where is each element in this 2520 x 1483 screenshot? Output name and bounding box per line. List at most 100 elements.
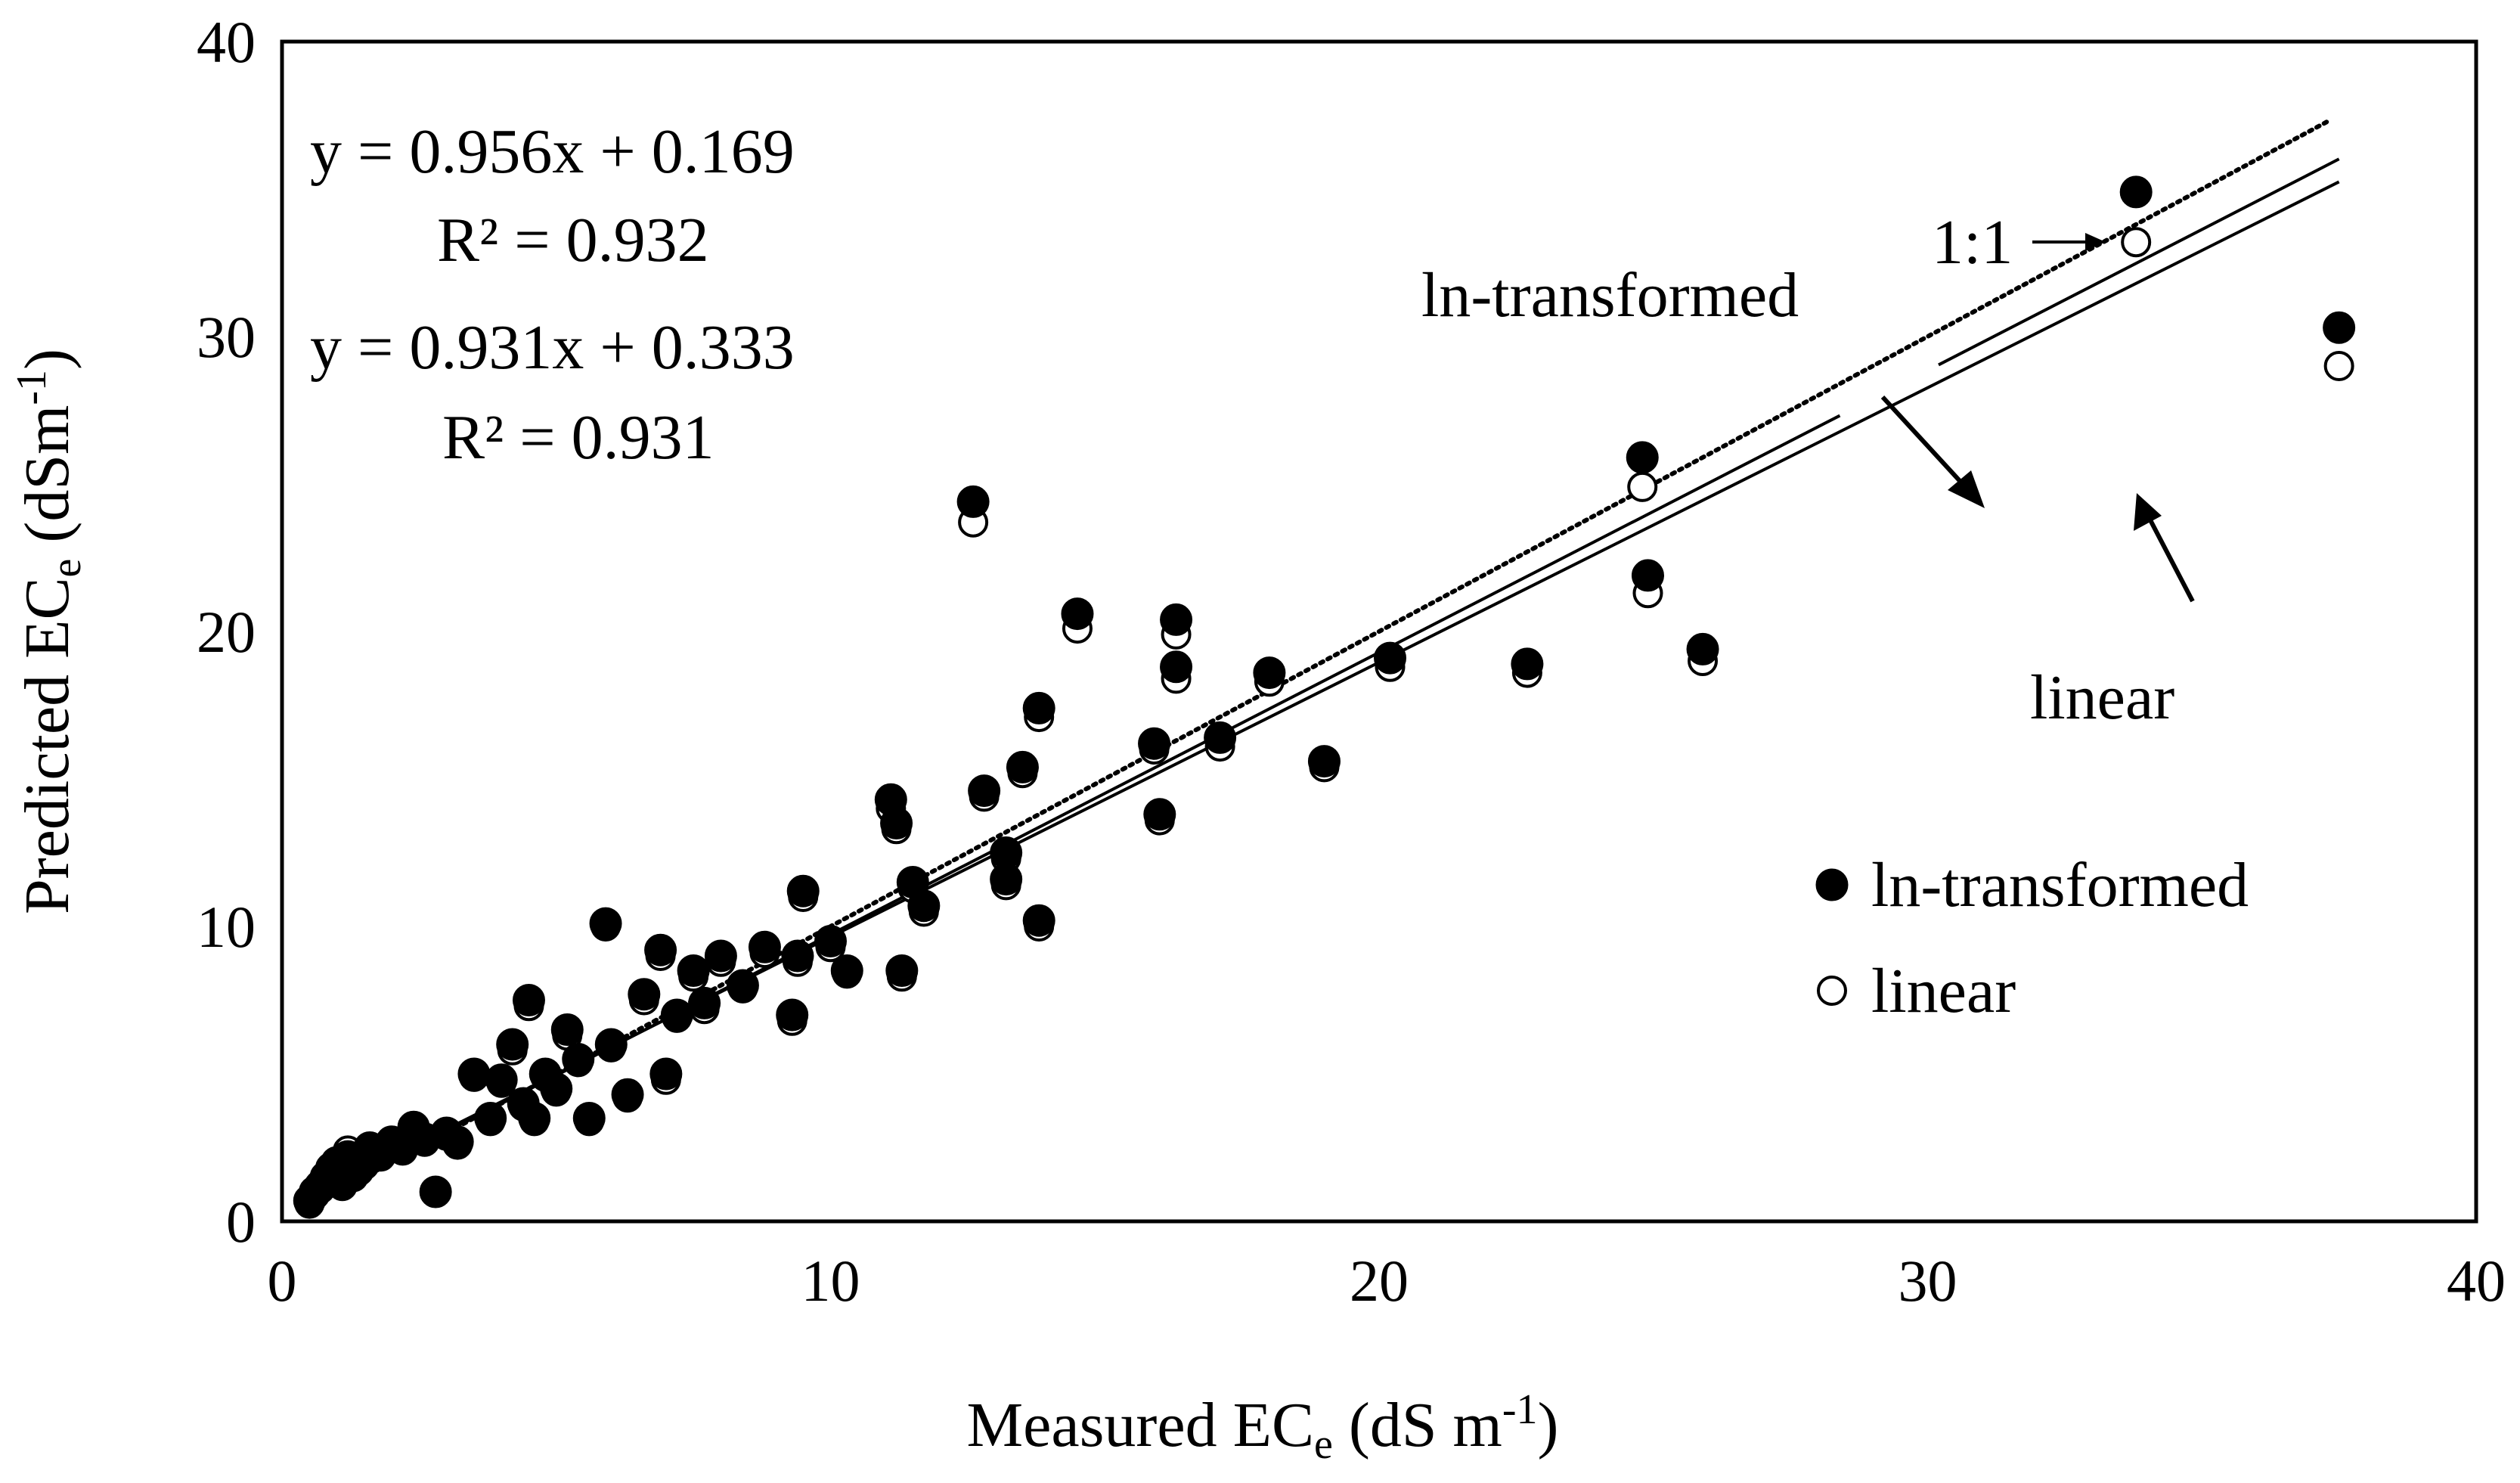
point-ln-transformed (880, 807, 913, 839)
x-axis-title-main: Measured EC (966, 1390, 1314, 1460)
point-ln-transformed (688, 986, 721, 1019)
point-ln-transformed (1511, 647, 1544, 681)
point-ln-transformed (1253, 656, 1286, 690)
point-ln-transformed (550, 1013, 584, 1046)
point-ln-transformed (589, 907, 622, 940)
point-ln-transformed (611, 1078, 644, 1111)
data-points (293, 175, 2356, 1219)
y-tick-label: 10 (197, 894, 256, 960)
x-tick-label: 40 (2447, 1248, 2506, 1314)
point-linear (2323, 351, 2354, 381)
point-ln-transformed (776, 998, 809, 1032)
equation-linear: y = 0.931x + 0.333 (310, 312, 795, 383)
point-ln-transformed (1022, 904, 1055, 937)
point-ln-transformed (786, 874, 820, 907)
line-1-1 (307, 119, 2331, 1209)
point-ln-transformed (781, 939, 814, 973)
plot-area-frame (280, 39, 2478, 1224)
point-ln-transformed (885, 954, 919, 987)
legend-label-linear: linear (1871, 956, 2016, 1026)
point-linear (2121, 227, 2152, 258)
reference-lines (307, 119, 2340, 1209)
point-ln-transformed (474, 1102, 507, 1134)
point-ln-transformed (726, 969, 759, 1002)
point-ln-transformed (814, 925, 847, 957)
point-ln-transformed (748, 930, 781, 963)
point-ln-transformed (1160, 650, 1193, 684)
point-ln-transformed (1686, 632, 1719, 665)
point-ln-transformed (457, 1057, 491, 1091)
point-ln-transformed (968, 774, 1001, 808)
point-ln-transformed (1307, 745, 1341, 778)
y-tick-label: 0 (226, 1189, 256, 1255)
point-ln-transformed (1626, 441, 1659, 474)
point-ln-transformed (594, 1028, 628, 1061)
x-axis-title: Measured ECe (dS m-1) (966, 1386, 1558, 1468)
y-axis-title-subscript: e (43, 559, 90, 578)
y-axis-title-units: (dSm (12, 405, 82, 559)
point-ln-transformed (1631, 559, 1664, 592)
y-axis-title: Predicted ECe (dSm-1) (8, 349, 90, 914)
ln-transformed-arrow (1880, 395, 1985, 508)
point-ln-transformed (1061, 597, 1094, 631)
point-ln-transformed (518, 1102, 551, 1134)
point-ln-transformed (704, 939, 737, 973)
y-tick-label: 20 (197, 599, 256, 665)
annotation-one-to-one: 1:1 (1932, 207, 2013, 278)
r2-linear: R² = 0.931 (442, 402, 714, 473)
point-ln-transformed (660, 998, 693, 1032)
point-ln-transformed (496, 1028, 529, 1061)
x-tick-label: 20 (1350, 1248, 1409, 1314)
line-linear (308, 180, 2340, 1199)
x-axis-title-subscript: e (1314, 1421, 1333, 1468)
point-ln-transformed (1006, 750, 1039, 783)
point-ln-transformed (956, 485, 990, 518)
y-axis-title-main: Predicted EC (12, 577, 82, 914)
point-ln-transformed (572, 1102, 606, 1134)
point-ln-transformed (540, 1072, 573, 1105)
legend-label-ln-transformed: ln-transformed (1871, 850, 2249, 920)
point-ln-transformed (644, 933, 677, 966)
point-ln-transformed (562, 1043, 595, 1075)
point-ln-transformed (2119, 175, 2153, 209)
x-axis-title-units: (dS m (1333, 1390, 1502, 1460)
point-ln-transformed (419, 1175, 452, 1208)
x-tick-label: 10 (801, 1248, 860, 1314)
point-ln-transformed (2323, 311, 2356, 344)
legend-marker-ln-transformed (1815, 868, 1849, 901)
point-ln-transformed (628, 978, 661, 1011)
line-ln-transformed (1938, 157, 2340, 367)
point-ln-transformed (907, 889, 941, 923)
legend-marker-linear (1817, 976, 1847, 1006)
x-tick-labels: 0 10 20 30 40 (268, 1248, 2506, 1314)
point-ln-transformed (441, 1125, 474, 1159)
point-ln-transformed (677, 954, 710, 987)
r2-ln-transformed: R² = 0.932 (437, 205, 709, 275)
point-linear (1627, 471, 1658, 502)
x-axis-title-superscript: -1 (1502, 1386, 1538, 1433)
x-tick-label: 30 (1899, 1248, 1957, 1314)
annotation-ln-transformed: ln-transformed (1421, 260, 1799, 330)
y-axis-title-close: ) (12, 349, 82, 370)
point-ln-transformed (1204, 721, 1237, 754)
annotation-linear: linear (2030, 662, 2174, 733)
point-ln-transformed (1143, 798, 1176, 831)
point-ln-transformed (1022, 691, 1055, 724)
legend: ln-transformed linear (1815, 850, 2249, 1026)
x-axis-title-close: ) (1538, 1390, 1559, 1460)
y-axis-title-superscript: -1 (8, 370, 55, 405)
point-ln-transformed (990, 863, 1023, 896)
x-tick-label: 0 (268, 1248, 297, 1314)
y-tick-labels: 0 10 20 30 40 (197, 9, 256, 1255)
point-ln-transformed (512, 984, 545, 1016)
point-ln-transformed (830, 954, 863, 987)
y-tick-label: 40 (197, 9, 256, 75)
point-ln-transformed (1160, 603, 1193, 636)
point-ln-transformed (649, 1057, 683, 1091)
point-ln-transformed (485, 1063, 518, 1097)
linear-arrow (2134, 493, 2195, 603)
point-ln-transformed (1138, 727, 1171, 760)
y-tick-label: 30 (197, 304, 256, 370)
one-to-one-arrow (2032, 233, 2106, 251)
